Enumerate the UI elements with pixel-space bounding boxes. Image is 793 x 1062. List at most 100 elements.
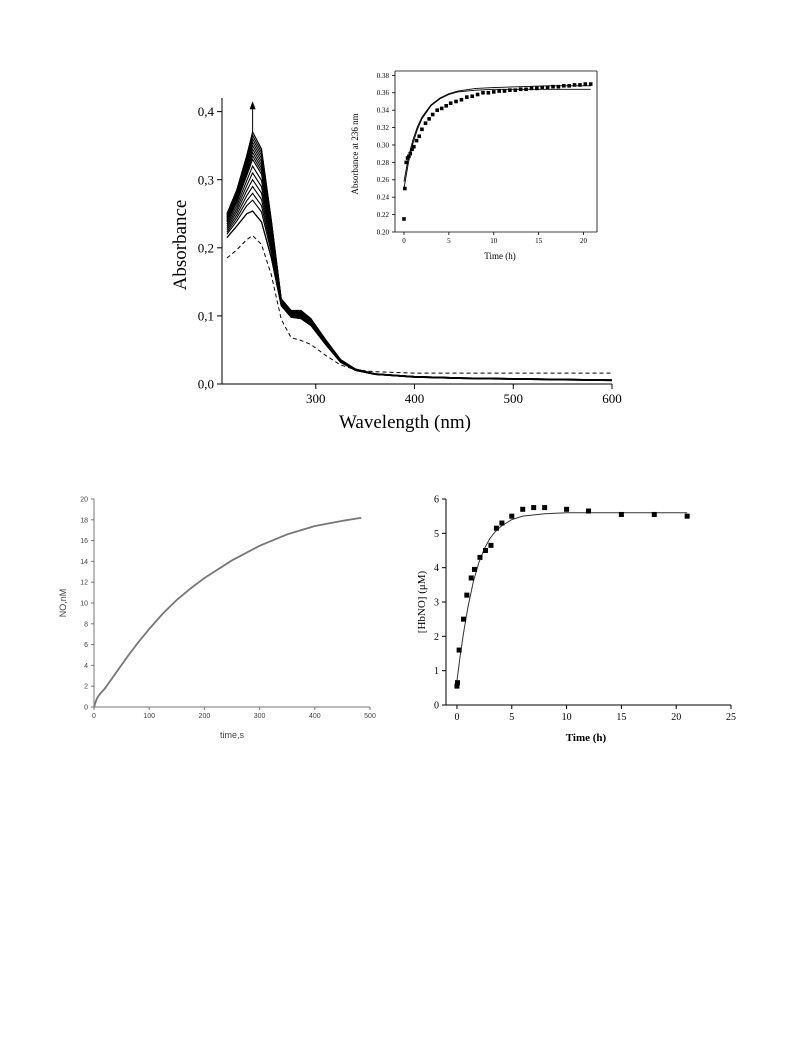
data-point	[439, 106, 444, 111]
data-point	[518, 87, 523, 92]
spectrum-line	[226, 178, 613, 381]
spectrum-line	[226, 192, 613, 381]
data-point	[508, 88, 512, 92]
x-tick-label: 0	[402, 237, 406, 245]
data-point	[491, 90, 496, 94]
y-tick-label: 0,4	[198, 104, 215, 119]
uv-ylabel: Absorbance	[170, 200, 191, 291]
y-tick-label: 2	[434, 632, 439, 643]
spectrum-line	[226, 147, 613, 381]
x-tick-label: 500	[504, 391, 524, 406]
data-point	[408, 151, 413, 156]
y-tick-label: 0.24	[377, 194, 390, 202]
spectrum-line	[226, 210, 613, 382]
y-tick-label: 0.28	[377, 159, 390, 167]
data-point	[509, 513, 515, 519]
hbno-ylabel: [HbNO] (μM)	[416, 570, 428, 633]
data-point	[459, 97, 464, 102]
y-tick-label: 0	[434, 701, 439, 712]
annotation-arrow-head	[249, 101, 256, 110]
data-point	[531, 505, 537, 511]
spectrum-line	[226, 154, 613, 381]
x-tick-label: 10	[490, 237, 498, 245]
spectrum-line	[226, 185, 613, 381]
spectrum-line	[226, 210, 613, 382]
no-trace-line	[93, 516, 362, 708]
data-point	[502, 89, 507, 93]
x-tick-label: 500	[364, 713, 376, 720]
x-tick-label: 0	[454, 712, 459, 723]
data-point	[488, 542, 494, 548]
x-tick-label: 5	[509, 712, 514, 723]
data-point	[464, 592, 470, 598]
data-point	[545, 85, 550, 90]
y-tick-label: 14	[80, 559, 88, 566]
uv-spectra-chart: Absorbance Wavelength (nm) 300 400 500 600 0…	[170, 98, 622, 433]
data-point	[588, 82, 593, 86]
x-tick-label: 400	[405, 391, 425, 406]
data-point	[430, 112, 435, 117]
y-tick-label: 0.22	[377, 211, 390, 219]
spectrum-line	[226, 199, 613, 382]
data-point	[414, 138, 419, 143]
fit-curve	[403, 85, 591, 182]
y-tick-label: 16	[80, 538, 88, 545]
data-point	[456, 647, 462, 653]
data-point	[465, 95, 469, 99]
y-tick-label: 6	[434, 495, 439, 506]
x-tick-label: 300	[254, 713, 266, 720]
x-tick-label: 20	[671, 712, 681, 723]
spectrum-line	[226, 164, 613, 381]
x-tick-label: 200	[199, 713, 211, 720]
y-tick-label: 18	[80, 517, 88, 524]
data-point	[412, 144, 416, 149]
x-tick-label: 10	[562, 712, 572, 723]
data-point	[497, 89, 501, 93]
y-tick-label: 6	[84, 642, 88, 649]
inset-chart: Absorbance at 236 nm Time (h) 0 5 10 15 20 0.…	[350, 70, 598, 261]
y-tick-label: 0,3	[198, 172, 214, 187]
data-point	[618, 511, 624, 517]
data-point	[402, 217, 406, 221]
no-xlabel: time,s	[220, 730, 245, 740]
spectrum-line	[226, 133, 613, 381]
y-tick-label: 0	[84, 704, 88, 711]
y-tick-label: 1	[434, 666, 439, 677]
inset-ylabel: Absorbance at 236 nm	[350, 113, 360, 194]
spectrum-line	[226, 151, 613, 381]
data-point	[529, 86, 534, 91]
x-tick-label: 15	[535, 237, 543, 245]
data-point	[556, 84, 561, 89]
no-chart: NO,nM time,s 0 100 200 300 400 500 0 2 4 6 8 10 12 14…	[58, 496, 376, 740]
data-point	[482, 548, 488, 553]
data-point	[444, 104, 448, 108]
spectrum-line	[226, 137, 613, 381]
x-tick-label: 600	[602, 391, 622, 406]
data-point	[477, 554, 483, 560]
data-point	[535, 86, 539, 91]
data-point	[455, 680, 461, 686]
inset-xlabel: Time (h)	[484, 251, 515, 261]
spectrum-line	[226, 130, 613, 381]
data-point	[564, 506, 570, 512]
y-tick-label: 0.32	[377, 124, 390, 132]
data-point	[524, 87, 528, 92]
data-point	[551, 84, 555, 89]
data-point	[572, 83, 577, 87]
data-point	[561, 83, 566, 88]
data-point	[542, 505, 548, 511]
y-tick-label: 4	[84, 663, 88, 670]
x-tick-label: 400	[309, 713, 321, 720]
data-point	[472, 566, 477, 572]
data-point	[567, 83, 571, 88]
data-point	[404, 160, 409, 165]
data-point	[435, 108, 439, 112]
y-tick-label: 8	[84, 621, 88, 628]
y-tick-label: 12	[80, 580, 88, 587]
data-point	[454, 99, 458, 104]
no-ylabel: NO,nM	[58, 589, 68, 618]
data-point	[540, 85, 545, 90]
x-tick-label: 100	[143, 713, 155, 720]
y-tick-label: 0.38	[377, 72, 390, 80]
